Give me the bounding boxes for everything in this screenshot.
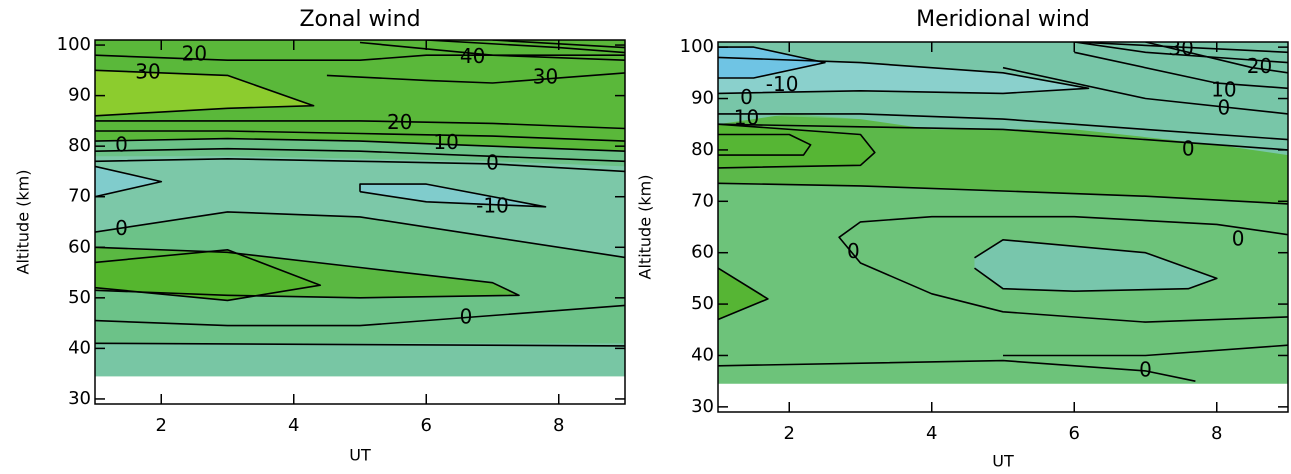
contour-line [95, 211, 625, 259]
contour-line [718, 267, 769, 321]
contour-line [95, 165, 163, 198]
y-tick-label: 50 [691, 293, 714, 314]
y-tick-label: 100 [680, 36, 714, 57]
x-axis-label: UT [992, 452, 1014, 471]
contour-line [95, 304, 625, 327]
contour-label: 0 [486, 150, 499, 174]
contour-line [1002, 66, 1288, 115]
y-tick-label: 60 [691, 242, 714, 263]
contour-label: 40 [460, 44, 485, 68]
contour-line [1074, 51, 1288, 90]
contour-line [1074, 42, 1288, 54]
plot-frame [717, 41, 1289, 413]
contour-fill [95, 343, 625, 377]
contour-line [1145, 42, 1288, 74]
x-tick-label: 6 [421, 415, 432, 436]
y-tick-label: 70 [68, 186, 91, 207]
contour-line [838, 215, 1288, 323]
plot-area: 20 30 40 30 20 10 0 0 -10 0 0 [95, 40, 625, 377]
contour-line [95, 342, 625, 347]
y-tick-label: 90 [691, 88, 714, 109]
contour-fill [95, 156, 625, 258]
contour-line [718, 123, 876, 169]
contour-fill [95, 166, 162, 197]
contour-line [95, 130, 625, 142]
contour-label: 0 [847, 239, 860, 263]
contour-label: 10 [734, 106, 759, 130]
contour-line [1074, 42, 1288, 64]
y-tick-label: 50 [68, 287, 91, 308]
contour-line [359, 183, 547, 208]
contour-line [359, 41, 625, 61]
chart-title: Zonal wind [299, 7, 420, 32]
contour-fill [718, 268, 768, 320]
contour-line [95, 246, 520, 299]
x-tick-label: 2 [156, 415, 167, 436]
contour-fill [95, 70, 314, 116]
contour-label: -10 [766, 72, 799, 96]
contour-label: 10 [433, 130, 458, 154]
contour-line [95, 120, 625, 130]
y-tick-label: 80 [68, 135, 91, 156]
contour-line [95, 147, 625, 163]
contour-line [718, 113, 1288, 141]
contour-line [95, 137, 625, 152]
contour-line [718, 56, 1090, 95]
y-tick-label: 40 [68, 337, 91, 358]
contour-label: 0 [1232, 226, 1245, 250]
contour-label: 30 [1168, 36, 1193, 60]
y-axis-label: Altitude (km) [14, 170, 33, 275]
contour-fill [974, 239, 1217, 292]
contour-line [95, 158, 625, 173]
contour-line [718, 123, 1288, 151]
y-tick-label: 80 [691, 139, 714, 160]
y-tick-label: 40 [691, 344, 714, 365]
contour-line [718, 182, 1288, 205]
x-tick-label: 4 [926, 423, 937, 444]
contour-line [974, 239, 1218, 293]
contour-label: 0 [1139, 357, 1152, 381]
contour-line [718, 133, 812, 156]
contour-label: 0 [1182, 136, 1195, 160]
contour-line [1003, 344, 1288, 357]
y-tick-label: 100 [57, 34, 91, 55]
x-tick-label: 8 [553, 415, 564, 436]
contour-line [95, 249, 322, 302]
contour-fill [360, 184, 546, 207]
y-tick-label: 30 [691, 396, 714, 417]
x-tick-label: 6 [1069, 423, 1080, 444]
chart-title: Meridional wind [916, 7, 1090, 32]
contour-line [718, 46, 826, 79]
contour-line [718, 359, 1196, 382]
contour-label: 0 [740, 85, 753, 109]
x-axis-label: UT [349, 446, 371, 465]
x-tick-label: 8 [1211, 423, 1222, 444]
contour-fill [95, 249, 321, 301]
contour-label: 10 [1211, 77, 1236, 101]
contour-label: 0 [1218, 95, 1231, 119]
y-tick-label: 70 [691, 190, 714, 211]
contour-label: -10 [476, 193, 509, 217]
contour-label: 0 [460, 305, 473, 329]
y-tick-label: 90 [68, 85, 91, 106]
contour-label: 30 [135, 59, 160, 83]
contour-label: 20 [387, 110, 412, 134]
contour-line [95, 69, 315, 117]
y-tick-label: 30 [68, 388, 91, 409]
x-tick-label: 2 [784, 423, 795, 444]
contour-line [326, 72, 625, 84]
contour-label: 20 [182, 42, 207, 66]
contour-label: 0 [115, 216, 128, 240]
plot-frame [94, 39, 626, 405]
contour-fill [718, 47, 825, 78]
contour-label: 0 [115, 133, 128, 157]
contour-label: 30 [533, 64, 558, 88]
y-axis-label: Altitude (km) [636, 175, 655, 280]
x-tick-label: 4 [288, 415, 299, 436]
y-tick-label: 60 [68, 236, 91, 257]
contour-label: 20 [1247, 54, 1272, 78]
